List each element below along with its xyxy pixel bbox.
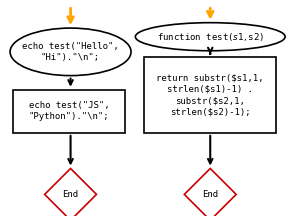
Bar (13, 90, 125, 133)
Text: function test($s1, $s2): function test($s1, $s2) (157, 31, 264, 43)
Ellipse shape (135, 23, 285, 51)
Ellipse shape (10, 28, 131, 76)
Text: End: End (202, 190, 218, 199)
Polygon shape (45, 168, 96, 216)
Bar (144, 57, 276, 133)
Text: return substr($s1,1,
strlen($s1)-1) .
substr($s2,1,
strlen($s2)-1);: return substr($s1,1, strlen($s1)-1) . su… (156, 74, 264, 116)
Polygon shape (184, 168, 236, 216)
Text: echo test("Hello",
"Hi")."\n";: echo test("Hello", "Hi")."\n"; (22, 42, 119, 62)
Text: echo test("JS",
"Python")."\n";: echo test("JS", "Python")."\n"; (29, 101, 109, 121)
Text: End: End (62, 190, 79, 199)
